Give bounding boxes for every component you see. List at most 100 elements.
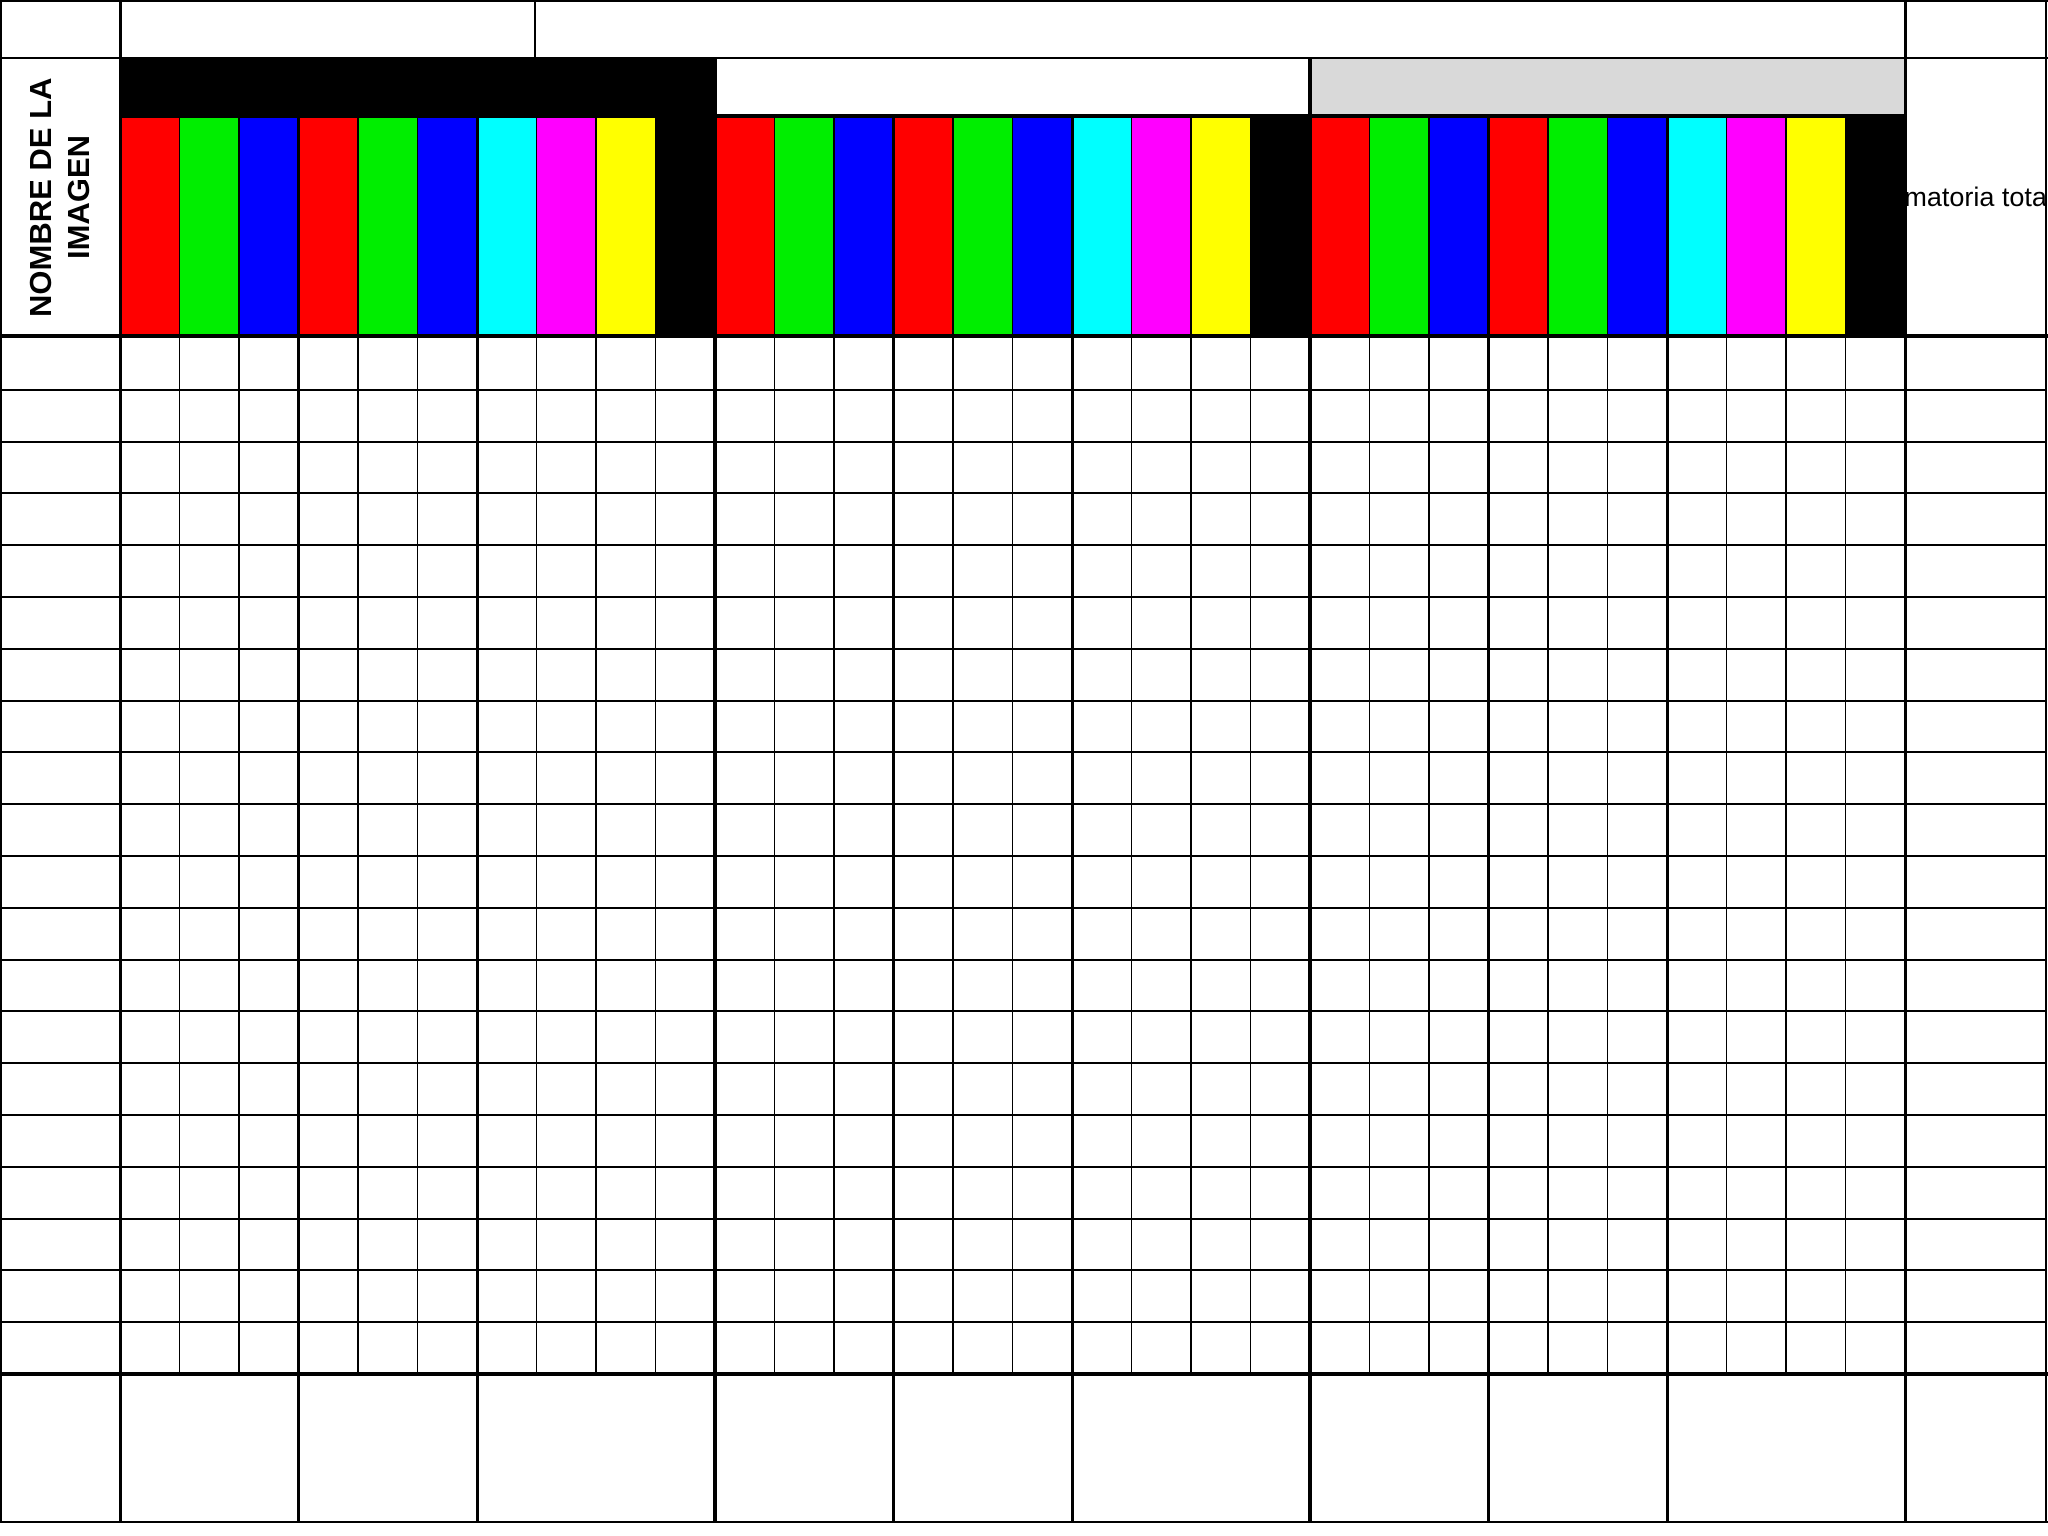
grid-line-h [0, 958, 2046, 961]
data-cell [715, 856, 775, 908]
data-cell [656, 1219, 716, 1271]
data-cell [537, 649, 597, 701]
data-cell [1013, 908, 1073, 960]
data-cell [358, 597, 418, 649]
data-cell [596, 1322, 656, 1374]
column-header [1131, 116, 1191, 336]
data-cell [1846, 649, 1906, 701]
grid-line-h [0, 1010, 2046, 1013]
grid-line-v [1785, 116, 1787, 1374]
data-cell [656, 804, 716, 856]
data-cell [1548, 1219, 1608, 1271]
data-cell [894, 649, 954, 701]
data-cell [537, 908, 597, 960]
data-cell [418, 1011, 478, 1063]
data-cell [1191, 908, 1251, 960]
data-cell [120, 1322, 180, 1374]
data-cell [358, 1011, 418, 1063]
grid-line-v [713, 58, 717, 1522]
data-cell [1548, 1167, 1608, 1219]
data-cell [299, 390, 359, 442]
data-cell [596, 597, 656, 649]
data-cell [1072, 390, 1132, 442]
data-cell [1667, 442, 1727, 494]
data-cell [358, 545, 418, 597]
column-header [120, 116, 180, 336]
data-cell [1608, 1063, 1668, 1115]
data-cell [418, 390, 478, 442]
data-cell [894, 752, 954, 804]
data-cell [1548, 1270, 1608, 1322]
grid-line-h [0, 388, 2046, 391]
grid-line-v [892, 116, 895, 1522]
data-cell [1310, 649, 1370, 701]
data-cell [894, 442, 954, 494]
image-name [0, 752, 120, 804]
image-name [0, 338, 120, 390]
data-cell [358, 752, 418, 804]
data-cell [894, 804, 954, 856]
image-name [0, 856, 120, 908]
data-cell [477, 804, 537, 856]
data-cell [1370, 1219, 1430, 1271]
data-cell [775, 804, 835, 856]
data-cell [299, 1270, 359, 1322]
column-header [596, 116, 656, 336]
sum-total-cell [1905, 597, 2046, 649]
data-cell [834, 1063, 894, 1115]
data-cell [1846, 960, 1906, 1012]
sum-total-cell [1905, 960, 2046, 1012]
data-cell [1370, 908, 1430, 960]
data-cell [477, 908, 537, 960]
data-cell [418, 804, 478, 856]
data-cell [1370, 1167, 1430, 1219]
grid-line-h [0, 855, 2046, 857]
data-cell [477, 1063, 537, 1115]
data-cell [1846, 1322, 1906, 1374]
data-cell [1846, 493, 1906, 545]
grid-line-v [1487, 116, 1490, 1522]
data-cell [894, 856, 954, 908]
data-cell [1013, 545, 1073, 597]
data-cell [715, 597, 775, 649]
data-cell [775, 752, 835, 804]
data-cell [1132, 1167, 1192, 1219]
grid-line-h [0, 1114, 2046, 1116]
grid-line-v [1844, 116, 1847, 1374]
image-name [0, 908, 120, 960]
grid-line-h [0, 647, 2046, 650]
data-cell [537, 1063, 597, 1115]
data-cell [656, 493, 716, 545]
column-header [477, 116, 537, 336]
data-cell [894, 960, 954, 1012]
data-cell [656, 1322, 716, 1374]
data-cell [1548, 1063, 1608, 1115]
data-cell [1072, 752, 1132, 804]
data-cell [1727, 649, 1787, 701]
data-cell [894, 545, 954, 597]
data-cell [596, 338, 656, 390]
data-cell [1727, 752, 1787, 804]
column-header [1607, 116, 1667, 336]
data-cell [299, 752, 359, 804]
data-cell [1429, 960, 1489, 1012]
data-cell [834, 856, 894, 908]
data-cell [418, 442, 478, 494]
data-cell [299, 1063, 359, 1115]
data-cell [537, 597, 597, 649]
data-cell [1310, 752, 1370, 804]
data-cell [656, 545, 716, 597]
data-cell [1429, 493, 1489, 545]
grid-line-v [952, 116, 954, 1374]
data-cell [775, 1115, 835, 1167]
data-cell [1548, 493, 1608, 545]
data-cell [656, 701, 716, 753]
data-cell [180, 442, 240, 494]
data-cell [1251, 1063, 1311, 1115]
data-cell [953, 1063, 1013, 1115]
data-cell [418, 545, 478, 597]
footer-label [120, 1376, 299, 1522]
data-cell [1548, 1322, 1608, 1374]
data-cell [656, 1115, 716, 1167]
data-cell [477, 390, 537, 442]
